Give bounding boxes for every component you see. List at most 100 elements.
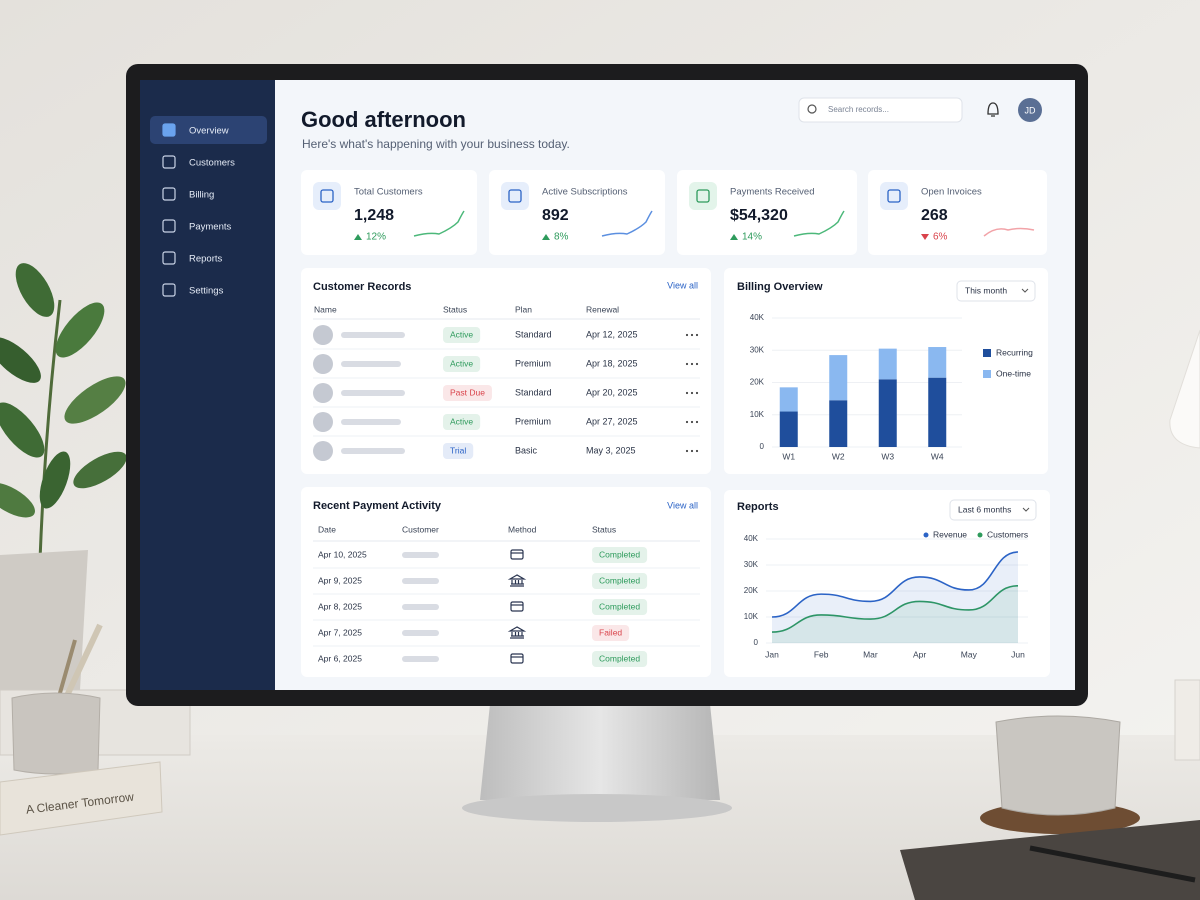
column-header: Customer [402,524,439,534]
nav-item[interactable]: Reports [189,254,223,265]
sparkline [983,227,1035,237]
customer-placeholder [402,630,439,636]
y-tick-label: 0 [760,442,765,451]
row-menu-dot[interactable] [685,420,689,424]
avatar-placeholder [313,325,333,345]
chart-title: Reports [737,501,779,513]
nav-icon [162,219,176,233]
status-badge [592,651,648,667]
bell-icon[interactable] [987,102,999,117]
status-badge-text: Completed [599,575,640,585]
payment-date: Apr 8, 2025 [318,601,362,611]
x-tick-label: W4 [931,451,944,461]
row-menu-dot[interactable] [695,333,699,337]
y-tick-label: 40K [750,313,765,322]
line [771,585,1019,633]
renewal-date: Apr 20, 2025 [586,387,638,397]
kpi-card [868,170,1047,255]
row-menu-dot[interactable] [690,420,694,424]
row-menu-dot[interactable] [690,333,694,337]
legend-label: Recurring [996,347,1033,357]
column-header: Method [508,524,537,534]
status-badge [443,385,492,401]
avatar-placeholder [313,354,333,374]
legend-swatch [983,349,991,357]
area-fill [772,552,1018,643]
kpi-label: Open Invoices [921,187,982,198]
filter-dropdown[interactable] [956,280,1036,302]
x-tick-label: May [961,649,978,659]
monitor-stand [480,704,720,800]
avatar-placeholder [313,441,333,461]
area-fill [772,585,1018,643]
filter-dropdown[interactable] [949,499,1037,521]
nav-item[interactable]: Customers [189,158,235,169]
x-tick-label: Jan [765,649,779,659]
subtitle: Here's what's happening with your busine… [302,137,570,151]
plan: Standard [515,387,552,397]
bar-segment [829,400,848,447]
status-badge-text: Completed [599,549,640,559]
kpi-change: 14% [742,232,762,243]
row-menu-dot[interactable] [685,333,689,337]
status-badge-text: Active [450,358,473,368]
row-menu-dot[interactable] [695,362,699,366]
kpi-icon-glyph [696,189,710,203]
nav-icon [162,251,176,265]
trend-arrow [921,234,929,240]
nav-item[interactable]: Billing [189,190,214,201]
status-badge [443,327,481,343]
legend-dot [923,532,929,538]
x-tick-label: Feb [814,649,829,659]
sparkline [413,210,465,237]
row-menu-dot[interactable] [690,391,694,395]
name-placeholder [341,332,405,338]
row-menu-dot[interactable] [690,362,694,366]
line [771,551,1019,618]
y-tick-label: 30K [744,560,759,569]
avatar[interactable] [1018,98,1042,122]
status-badge [592,599,648,615]
kpi-label: Payments Received [730,187,814,198]
status-badge [592,573,648,589]
column-header: Status [592,524,616,534]
row-menu-dot[interactable] [695,391,699,395]
bar-segment [779,387,798,412]
row-menu-dot[interactable] [685,362,689,366]
x-tick-label: W3 [881,451,894,461]
legend-swatch [983,370,991,378]
name-placeholder [341,361,401,367]
view-all-link[interactable]: View all [667,500,698,510]
trend-arrow [354,234,362,240]
nav-item[interactable]: Settings [189,286,224,297]
kpi-icon [880,182,908,210]
x-tick-label: Mar [863,649,878,659]
avatar-placeholder [313,383,333,403]
row-menu-dot[interactable] [685,449,689,453]
row-menu-dot[interactable] [690,449,694,453]
view-all-link[interactable]: View all [667,280,698,290]
avatar-initials: JD [1025,105,1037,115]
plant [0,263,127,692]
status-badge-text: Trial [450,445,466,455]
sidebar [140,80,275,690]
row-menu-dot[interactable] [685,391,689,395]
name-placeholder [341,419,401,425]
search-box[interactable] [798,97,963,123]
nav-item[interactable]: Overview [189,126,229,137]
status-badge [443,414,481,430]
row-menu-dot[interactable] [695,420,699,424]
nav-item[interactable]: Payments [189,222,231,233]
y-tick-label: 40K [744,534,759,543]
nav-icon [162,123,176,137]
filter-label: Last 6 months [958,504,1011,514]
x-tick-label: W1 [782,451,795,461]
status-badge-text: Active [450,329,473,339]
search-icon [807,104,817,114]
status-badge-text: Failed [599,627,622,637]
payment-date: Apr 10, 2025 [318,549,367,559]
row-menu-dot[interactable] [695,449,699,453]
search-placeholder: Search records... [828,105,889,114]
kpi-value: $54,320 [730,207,788,224]
